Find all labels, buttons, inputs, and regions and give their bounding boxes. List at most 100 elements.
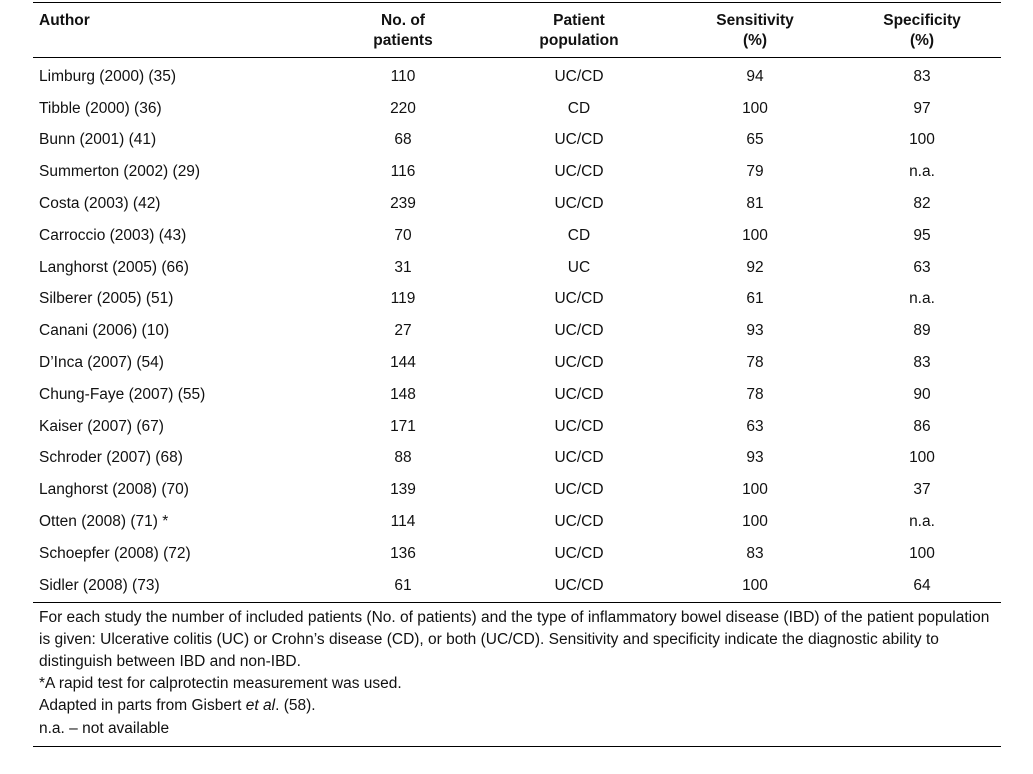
table-row: Costa (2003) (42) 239 UC/CD 81 82	[33, 188, 1001, 220]
header-sensitivity: Sensitivity (%)	[716, 12, 794, 49]
cell-specificity: 89	[913, 322, 931, 340]
table-row: Limburg (2000) (35) 110 UC/CD 94 83	[33, 58, 1001, 93]
cell-population: CD	[567, 99, 591, 117]
cell-specificity: 63	[913, 258, 931, 276]
cell-author: Kaiser (2007) (67)	[39, 417, 164, 435]
cell-patients: 88	[394, 449, 412, 467]
cell-patients: 110	[390, 67, 416, 85]
cell-patients: 239	[390, 195, 416, 213]
cell-sensitivity: 94	[746, 67, 764, 85]
cell-sensitivity: 78	[746, 354, 764, 372]
table-header: Author No. of patients Patient population …	[33, 2, 1001, 58]
header-row: Author No. of patients Patient population …	[33, 2, 1001, 58]
footnote-description: For each study the number of included pa…	[39, 608, 990, 670]
cell-patients: 116	[390, 163, 416, 181]
table-row: Kaiser (2007) (67) 171 UC/CD 63 86	[33, 411, 1001, 443]
cell-population: UC/CD	[554, 385, 604, 403]
cell-sensitivity: 100	[742, 99, 768, 117]
cell-population: UC/CD	[554, 449, 604, 467]
cell-population: UC/CD	[554, 131, 604, 149]
cell-patients: 119	[390, 290, 416, 308]
cell-author: Schoepfer (2008) (72)	[39, 544, 191, 562]
cell-population: UC/CD	[554, 481, 604, 499]
table-row: Silberer (2005) (51) 119 UC/CD 61 n.a.	[33, 284, 1001, 316]
cell-author: Otten (2008) (71) *	[39, 513, 169, 531]
cell-patients: 144	[390, 354, 416, 372]
footnote-abbreviation: n.a. – not available	[39, 719, 170, 737]
cell-sensitivity: 83	[746, 544, 764, 562]
cell-specificity: 100	[909, 544, 935, 562]
studies-table: Author No. of patients Patient population …	[33, 2, 1001, 602]
cell-patients: 136	[390, 544, 416, 562]
cell-specificity: n.a.	[909, 290, 935, 308]
header-patients: No. of patients	[373, 12, 433, 49]
table-row: Otten (2008) (71) * 114 UC/CD 100 n.a.	[33, 506, 1001, 538]
cell-specificity: 83	[913, 354, 931, 372]
cell-patients: 139	[390, 481, 416, 499]
cell-patients: 148	[390, 385, 416, 403]
cell-specificity: 95	[913, 226, 931, 244]
cell-sensitivity: 100	[742, 226, 768, 244]
table-row: Langhorst (2005) (66) 31 UC 92 63	[33, 252, 1001, 284]
cell-sensitivity: 61	[746, 290, 764, 308]
cell-population: UC	[567, 258, 591, 276]
cell-specificity: 82	[913, 195, 931, 213]
table-row: Langhorst (2008) (70) 139 UC/CD 100 37	[33, 474, 1001, 506]
cell-population: UC/CD	[554, 290, 604, 308]
cell-author: Schroder (2007) (68)	[39, 449, 183, 467]
cell-specificity: 97	[913, 99, 931, 117]
cell-sensitivity: 63	[746, 417, 764, 435]
cell-author: Limburg (2000) (35)	[39, 67, 176, 85]
cell-patients: 31	[394, 258, 412, 276]
cell-sensitivity: 93	[746, 322, 764, 340]
header-population: Patient population	[539, 12, 619, 49]
cell-patients: 114	[390, 513, 416, 531]
cell-population: UC/CD	[554, 67, 604, 85]
table-row: Schoepfer (2008) (72) 136 UC/CD 83 100	[33, 538, 1001, 570]
cell-author: Langhorst (2008) (70)	[39, 481, 189, 499]
cell-author: Silberer (2005) (51)	[39, 290, 174, 308]
table-row: Carroccio (2003) (43) 70 CD 100 95	[33, 220, 1001, 252]
cell-sensitivity: 78	[746, 385, 764, 403]
table-body: Limburg (2000) (35) 110 UC/CD 94 83 Tibble (2…	[33, 58, 1001, 602]
cell-sensitivity: 93	[746, 449, 764, 467]
cell-population: UC/CD	[554, 322, 604, 340]
table-row: Chung-Faye (2007) (55) 148 UC/CD 78 90	[33, 379, 1001, 411]
cell-patients: 171	[390, 417, 416, 435]
cell-patients: 220	[390, 99, 416, 117]
cell-patients: 61	[394, 576, 412, 594]
cell-specificity: 90	[913, 385, 931, 403]
cell-population: UC/CD	[554, 576, 604, 594]
cell-author: Langhorst (2005) (66)	[39, 258, 189, 276]
cell-sensitivity: 79	[746, 163, 764, 181]
cell-sensitivity: 81	[746, 195, 764, 213]
cell-author: Chung-Faye (2007) (55)	[39, 385, 206, 403]
cell-patients: 70	[394, 226, 412, 244]
cell-sensitivity: 100	[742, 576, 768, 594]
cell-population: UC/CD	[554, 195, 604, 213]
cell-specificity: 83	[913, 67, 931, 85]
cell-author: Summerton (2002) (29)	[39, 163, 201, 181]
table-row: Bunn (2001) (41) 68 UC/CD 65 100	[33, 125, 1001, 157]
calprotectin-studies-document: Author No. of patients Patient population …	[33, 2, 1001, 747]
footnote-adapted: Adapted in parts from Gisbert et al. (58…	[39, 697, 316, 715]
cell-patients: 68	[394, 131, 412, 149]
table-footnotes: For each study the number of included pa…	[33, 601, 1001, 747]
cell-patients: 27	[394, 322, 412, 340]
cell-author: Sidler (2008) (73)	[39, 576, 160, 594]
cell-population: UC/CD	[554, 544, 604, 562]
cell-author: Costa (2003) (42)	[39, 195, 161, 213]
cell-population: UC/CD	[554, 513, 604, 531]
cell-specificity: 100	[909, 449, 935, 467]
cell-sensitivity: 100	[742, 513, 768, 531]
table-row: Schroder (2007) (68) 88 UC/CD 93 100	[33, 443, 1001, 475]
cell-specificity: n.a.	[909, 513, 935, 531]
cell-population: UC/CD	[554, 354, 604, 372]
table-row: D’Inca (2007) (54) 144 UC/CD 78 83	[33, 347, 1001, 379]
table-row: Tibble (2000) (36) 220 CD 100 97	[33, 93, 1001, 125]
cell-author: Canani (2006) (10)	[39, 322, 170, 340]
cell-population: CD	[567, 226, 591, 244]
header-specificity: Specificity (%)	[883, 12, 961, 49]
table-row: Sidler (2008) (73) 61 UC/CD 100 64	[33, 570, 1001, 602]
cell-sensitivity: 100	[742, 481, 768, 499]
